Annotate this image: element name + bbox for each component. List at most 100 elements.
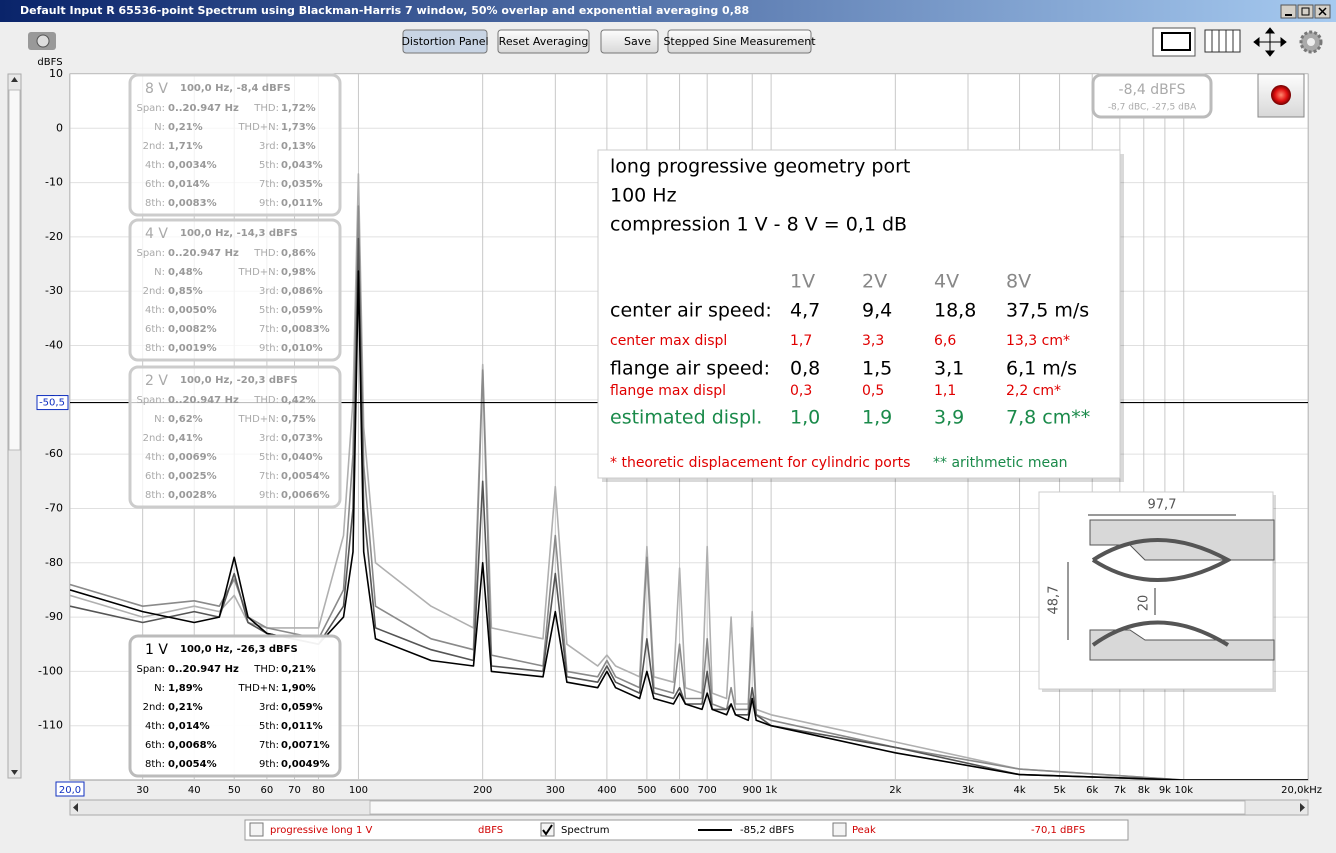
stat-value: 0,0019% bbox=[168, 343, 217, 354]
table-header: 4V bbox=[934, 271, 959, 293]
stat-label: 3rd: bbox=[259, 702, 279, 713]
stat-value: 0,85% bbox=[168, 286, 203, 297]
stat-value: 0..20.947 Hz bbox=[168, 395, 239, 406]
panel-header: 100,0 Hz, -8,4 dBFS bbox=[180, 83, 291, 94]
stat-value: 0,011% bbox=[281, 721, 323, 732]
x-tick-label: 1k bbox=[765, 785, 777, 796]
stat-value: 0,059% bbox=[281, 305, 323, 316]
stat-value: 0,75% bbox=[281, 414, 316, 425]
stat-value: 0,0028% bbox=[168, 490, 217, 501]
table-cell: 0,5 bbox=[862, 383, 884, 399]
stat-value: 0,13% bbox=[281, 141, 316, 152]
y-tick-label: -10 bbox=[45, 176, 63, 189]
table-header: 8V bbox=[1006, 271, 1031, 293]
panel-frame bbox=[128, 634, 342, 778]
stat-value: 0,086% bbox=[281, 286, 323, 297]
x-tick-label: 60 bbox=[261, 785, 274, 796]
table-cell: 1,9 bbox=[862, 407, 892, 429]
camera-icon[interactable] bbox=[28, 32, 56, 50]
stat-value: 0..20.947 Hz bbox=[168, 248, 239, 259]
stat-label: 9th: bbox=[259, 490, 279, 501]
stat-value: 0,0083% bbox=[281, 324, 330, 335]
button-frame bbox=[402, 29, 488, 54]
stat-label: 8th: bbox=[145, 759, 165, 770]
stat-value: 0,42% bbox=[281, 395, 316, 406]
y-tick-label: -30 bbox=[45, 284, 63, 297]
stat-value: 0,21% bbox=[281, 664, 316, 675]
stat-value: 0,073% bbox=[281, 433, 323, 444]
table-cell: 37,5 m/s bbox=[1006, 300, 1089, 322]
stat-label: 7th: bbox=[259, 324, 279, 335]
stat-label: 9th: bbox=[259, 343, 279, 354]
table-cell: 0,3 bbox=[790, 383, 812, 399]
stat-label: 7th: bbox=[259, 740, 279, 751]
stat-value: 0..20.947 Hz bbox=[168, 664, 239, 675]
panel-level: 2 V bbox=[145, 373, 168, 389]
panel-frame bbox=[128, 218, 342, 362]
stat-label: 6th: bbox=[145, 740, 165, 751]
x-tick-label: 30 bbox=[136, 785, 149, 796]
stat-value: 0,41% bbox=[168, 433, 203, 444]
stat-label: THD+N: bbox=[237, 122, 279, 133]
stat-label: Span: bbox=[136, 395, 165, 406]
stat-value: 1,90% bbox=[281, 683, 316, 694]
table-header: 1V bbox=[790, 271, 815, 293]
table-cell: center air speed: bbox=[610, 300, 772, 322]
horizontal-scrollbar[interactable] bbox=[69, 799, 1309, 816]
legend-name: progressive long 1 V bbox=[270, 825, 372, 836]
window-controls[interactable] bbox=[1280, 4, 1331, 19]
table-cell: center max displ bbox=[610, 333, 727, 349]
stat-label: 6th: bbox=[145, 471, 165, 482]
x-tick-label: 700 bbox=[698, 785, 717, 796]
stat-value: 0,0071% bbox=[281, 740, 330, 751]
checkmark bbox=[542, 824, 553, 836]
legend-checkbox[interactable] bbox=[540, 822, 555, 837]
x-tick-label: 9k bbox=[1159, 785, 1171, 796]
stat-value: 0,98% bbox=[281, 267, 316, 278]
toolbar-button[interactable]: Reset Averaging bbox=[497, 29, 590, 54]
x-tick-label: 900 bbox=[743, 785, 762, 796]
stat-value: 1,73% bbox=[281, 122, 316, 133]
stat-label: 8th: bbox=[145, 490, 165, 501]
stat-label: N: bbox=[154, 267, 165, 278]
toolbar-button[interactable]: Distortion Panel bbox=[401, 29, 489, 54]
stat-value: 0,0025% bbox=[168, 471, 217, 482]
button-label: Save bbox=[624, 35, 651, 48]
stat-value: 0,010% bbox=[281, 343, 323, 354]
stat-value: 0,0082% bbox=[168, 324, 217, 335]
cursor-label-box bbox=[36, 395, 69, 411]
stat-value: 0,014% bbox=[168, 179, 210, 190]
level-value: -8,4 dBFS bbox=[1119, 82, 1186, 98]
vertical-scrollbar[interactable] bbox=[7, 73, 22, 779]
table-cell: estimated displ. bbox=[610, 407, 762, 429]
view-icons[interactable] bbox=[1152, 27, 1323, 57]
stat-label: Span: bbox=[136, 248, 165, 259]
table-cell: 0,8 bbox=[790, 358, 820, 380]
legend-checkbox[interactable] bbox=[832, 822, 847, 837]
cursor-label: -50,5 bbox=[39, 398, 65, 409]
x-tick-label: 400 bbox=[597, 785, 616, 796]
stat-label: 6th: bbox=[145, 324, 165, 335]
stat-value: 0,21% bbox=[168, 122, 203, 133]
record-button[interactable] bbox=[1257, 73, 1305, 118]
stat-label: 3rd: bbox=[259, 286, 279, 297]
table-cell: 7,8 cm** bbox=[1006, 407, 1090, 429]
stat-label: 2nd: bbox=[143, 141, 165, 152]
x-tick-label: 20,0 bbox=[59, 785, 81, 796]
legend-checkbox[interactable] bbox=[249, 822, 264, 837]
distortion-panel: 8 V 100,0 Hz, -8,4 dBFS Span: 0..20.947 Hz T… bbox=[128, 73, 342, 217]
toolbar-button[interactable]: Save bbox=[600, 29, 659, 54]
table-cell: 1,1 bbox=[934, 383, 956, 399]
stat-label: 5th: bbox=[259, 305, 279, 316]
panel-level: 4 V bbox=[145, 226, 168, 242]
stat-label: 7th: bbox=[259, 179, 279, 190]
stat-value: 0,0034% bbox=[168, 160, 217, 171]
stat-label: THD: bbox=[253, 395, 279, 406]
stat-value: 0,86% bbox=[281, 248, 316, 259]
stat-value: 0,0049% bbox=[281, 759, 330, 770]
annotation-line: 100 Hz bbox=[610, 185, 677, 207]
y-tick-label: -80 bbox=[45, 556, 63, 569]
panel-level: 8 V bbox=[145, 81, 168, 97]
toolbar-button[interactable]: Stepped Sine Measurement bbox=[663, 29, 816, 54]
